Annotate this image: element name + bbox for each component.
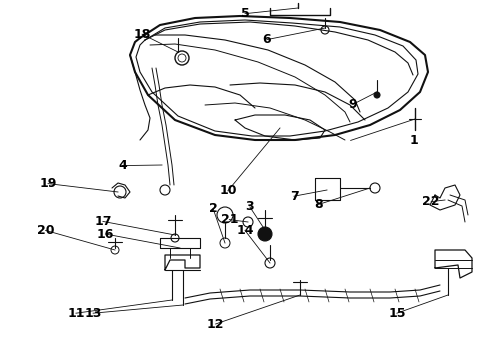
Text: 2: 2 [209, 202, 218, 215]
Text: 17: 17 [94, 215, 112, 228]
Text: 5: 5 [241, 7, 249, 20]
Text: 10: 10 [219, 184, 237, 197]
Text: 16: 16 [97, 228, 114, 240]
Circle shape [258, 227, 272, 241]
Text: 21: 21 [220, 213, 238, 226]
Text: 4: 4 [118, 159, 127, 172]
Text: 19: 19 [39, 177, 57, 190]
Text: 11: 11 [67, 307, 85, 320]
Text: 15: 15 [388, 307, 406, 320]
Text: 6: 6 [263, 33, 271, 46]
Text: 12: 12 [207, 318, 224, 330]
Text: 8: 8 [314, 198, 323, 211]
Text: 22: 22 [422, 195, 440, 208]
Text: 14: 14 [236, 224, 254, 237]
Text: 7: 7 [290, 190, 298, 203]
Text: 18: 18 [133, 28, 151, 41]
Circle shape [374, 92, 380, 98]
Text: 3: 3 [245, 201, 254, 213]
Text: 9: 9 [348, 98, 357, 111]
Text: 1: 1 [410, 134, 418, 147]
Text: 13: 13 [84, 307, 102, 320]
Text: 20: 20 [37, 224, 54, 237]
